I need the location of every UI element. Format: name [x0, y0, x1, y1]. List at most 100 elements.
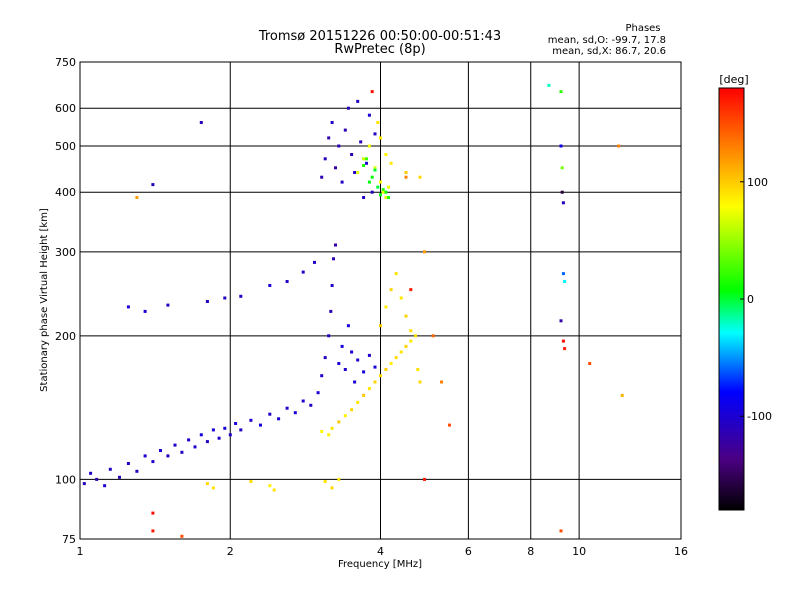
data-point [173, 443, 177, 447]
data-point [448, 423, 451, 427]
x-tick-label: 6 [465, 545, 472, 558]
data-point [343, 414, 347, 418]
data-point [399, 296, 403, 300]
data-point [193, 445, 197, 449]
data-point [559, 319, 563, 323]
data-point [330, 284, 334, 287]
data-point [159, 449, 162, 452]
data-point [560, 190, 564, 194]
y-tick-label: 75 [62, 533, 76, 546]
data-point [367, 113, 371, 117]
data-point [285, 406, 289, 410]
data-point [135, 196, 139, 199]
y-tick-label: 100 [55, 473, 76, 486]
data-point [404, 344, 408, 348]
data-point [373, 365, 377, 369]
data-point [423, 477, 426, 481]
data-point [313, 260, 316, 264]
data-point [389, 288, 393, 292]
data-point [343, 368, 347, 371]
data-point [343, 128, 347, 132]
data-point [135, 469, 139, 473]
data-point [559, 90, 563, 94]
data-point [337, 362, 341, 365]
stats-line-o: mean, sd,O: -99.7, 17.8 [548, 35, 666, 46]
chart-title: Tromsø 20151226 00:50:00-00:51:43 [258, 29, 501, 44]
data-point [346, 324, 350, 328]
data-point [151, 529, 155, 533]
data-point [353, 171, 357, 174]
x-axis-label: Frequency [MHz] [338, 559, 422, 570]
data-point [340, 344, 344, 348]
colorbar-ticks: 100 0 -100 [740, 176, 772, 423]
data-point [379, 193, 382, 197]
data-point [239, 428, 243, 432]
data-point [384, 190, 388, 194]
data-point [547, 83, 551, 87]
data-point [394, 356, 398, 360]
data-point [620, 393, 624, 397]
data-point [414, 334, 417, 338]
plot-area [79, 61, 682, 540]
data-point [151, 460, 155, 464]
data-point [561, 339, 565, 343]
stats-line-x: mean, sd,X: 86.7, 20.6 [552, 46, 666, 57]
data-point [563, 347, 567, 351]
data-point [365, 161, 368, 165]
data-point [309, 403, 313, 407]
data-point [362, 393, 366, 397]
y-axis-label: Stationary phase Virtual Height [km] [39, 208, 50, 392]
data-point [320, 175, 324, 179]
data-point [323, 157, 327, 161]
y-tick-label: 750 [55, 56, 76, 69]
data-point [362, 370, 366, 374]
data-point [337, 477, 341, 481]
data-point [327, 334, 331, 338]
data-point [353, 380, 357, 384]
data-point [151, 183, 155, 187]
data-point [180, 450, 184, 454]
y-tick-label: 200 [55, 330, 76, 343]
data-point [376, 121, 380, 124]
data-point [379, 374, 382, 378]
data-point [409, 329, 413, 333]
x-tick-label: 1 [77, 545, 84, 558]
data-point [301, 270, 305, 274]
data-point [334, 243, 337, 247]
grid [80, 62, 681, 539]
data-point [384, 368, 388, 371]
data-point [259, 423, 262, 427]
data-point [337, 420, 341, 424]
data-point [126, 305, 130, 309]
data-point [320, 430, 324, 433]
x-tick-label: 2 [227, 545, 234, 558]
data-point [384, 196, 388, 199]
data-point [126, 462, 130, 465]
data-point [617, 144, 621, 148]
data-point [187, 438, 191, 442]
data-point [399, 350, 403, 354]
data-point [356, 358, 360, 362]
data-point [379, 324, 382, 328]
data-point [334, 166, 337, 170]
data-point [418, 380, 422, 384]
data-point [559, 144, 563, 148]
data-point [370, 90, 374, 94]
data-point [356, 171, 360, 174]
data-point [404, 175, 408, 179]
data-point [211, 428, 215, 432]
data-point [350, 408, 354, 412]
data-point [268, 484, 272, 488]
data-point [346, 106, 350, 110]
data-point [561, 272, 565, 276]
data-point [234, 422, 238, 425]
y-tick-label: 300 [55, 246, 76, 259]
data-point [329, 309, 333, 313]
data-point [373, 166, 377, 170]
data-point [118, 475, 121, 479]
data-point [103, 484, 107, 488]
data-point [560, 166, 564, 170]
data-point [384, 305, 388, 309]
data-point [166, 454, 170, 458]
data-point [376, 185, 380, 189]
